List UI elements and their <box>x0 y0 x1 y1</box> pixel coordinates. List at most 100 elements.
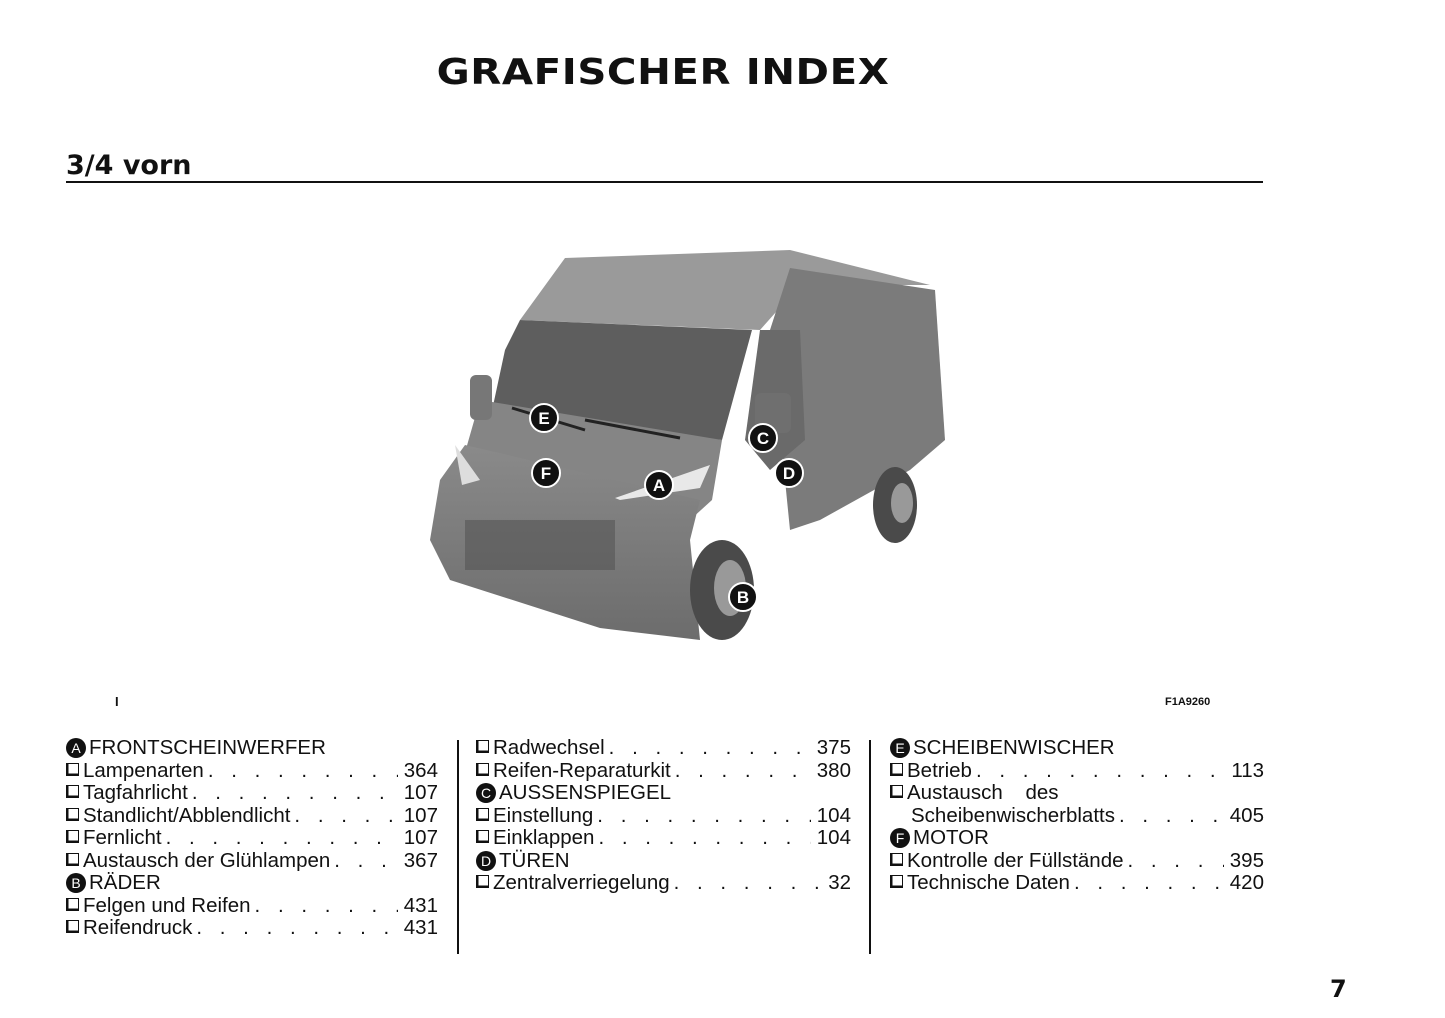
index-entry[interactable]: Fernlicht . . . . . . . . . . . . . . . … <box>66 826 438 850</box>
entry-text: Zentralverriegelung <box>493 871 670 894</box>
callout-E: E <box>529 403 559 433</box>
index-entry[interactable]: Austausch des <box>890 781 1264 805</box>
svg-text:D: D <box>783 464 795 483</box>
index-entry[interactable]: Einklappen . . . . . . . . . . . . . . .… <box>476 826 851 850</box>
index-entry[interactable]: Lampenarten . . . . . . . . . . . . . . … <box>66 758 438 783</box>
checkbox-bullet-icon <box>66 830 79 843</box>
column-divider <box>869 740 871 954</box>
svg-text:C: C <box>757 429 769 448</box>
group-title: RÄDER <box>89 871 161 894</box>
entry-label: Austausch der Glühlampen <box>66 849 330 873</box>
entry-label: Lampenarten <box>66 759 204 783</box>
checkbox-bullet-icon <box>890 852 903 866</box>
entry-label: Felgen und Reifen <box>66 894 251 918</box>
callout-C: C <box>748 423 778 453</box>
index-entry[interactable]: Technische Daten . . . . . . . . . . . .… <box>890 871 1264 895</box>
dot-leader: . . . . . . . . . . . . . . . . . . . . … <box>608 737 811 759</box>
index-entry[interactable]: Standlicht/Abblendlicht . . . . . . . . … <box>66 803 438 828</box>
entry-page: 395 <box>1229 848 1264 872</box>
index-entry[interactable]: Zentralverriegelung . . . . . . . . . . … <box>476 871 851 895</box>
index-entry[interactable]: Reifendruck . . . . . . . . . . . . . . … <box>66 916 438 940</box>
entry-page: 420 <box>1229 871 1264 894</box>
entry-page: 104 <box>816 826 851 849</box>
index-entry[interactable]: Reifen-Reparaturkit . . . . . . . . . . … <box>476 758 851 783</box>
index-entry[interactable]: Radwechsel . . . . . . . . . . . . . . .… <box>476 736 851 760</box>
checkbox-bullet-icon <box>66 762 79 776</box>
entry-label: Reifen-Reparaturkit <box>476 758 671 783</box>
entry-label: Fernlicht <box>66 826 162 850</box>
index-group: A FRONTSCHEINWERFER Lampenarten . . . . . … <box>66 736 438 873</box>
index-column-3: E SCHEIBENWISCHER Betrieb . . . . . . . . … <box>890 736 1264 895</box>
dot-leader: . . . . . . . . . . . . . . . . . . . . … <box>191 782 398 804</box>
letter-badge-icon: B <box>66 873 86 894</box>
index-entry[interactable]: Betrieb . . . . . . . . . . . . . . . . … <box>890 759 1264 783</box>
entry-text: Radwechsel <box>493 736 605 759</box>
dot-leader: . . . . . . . . . . . . . . . . . . . . … <box>597 804 810 827</box>
index-entry[interactable]: Einstellung . . . . . . . . . . . . . . … <box>476 803 851 828</box>
index-column-1: A FRONTSCHEINWERFER Lampenarten . . . . . … <box>66 736 438 940</box>
checkbox-bullet-icon <box>476 740 489 753</box>
svg-text:E: E <box>538 409 549 428</box>
dot-leader: . . . . . . . . . . . . . . . . . . . . … <box>207 759 398 782</box>
entry-text: Reifendruck <box>83 916 193 939</box>
entry-page: 104 <box>816 803 851 827</box>
group-title: TÜREN <box>499 848 570 872</box>
entry-label: Austausch des <box>890 781 1059 805</box>
column-divider <box>457 740 459 954</box>
index-group: Radwechsel . . . . . . . . . . . . . . .… <box>476 736 851 783</box>
dot-leader: . . . . . . . . . . . . . . . . . . . . … <box>1118 804 1224 827</box>
entry-text: Technische Daten <box>907 871 1070 894</box>
group-heading: D TÜREN <box>476 848 851 873</box>
entry-page: 431 <box>403 893 438 917</box>
entry-label: Standlicht/Abblendlicht <box>66 803 291 828</box>
entry-text: Tagfahrlicht <box>83 781 188 804</box>
index-entry[interactable]: Tagfahrlicht . . . . . . . . . . . . . .… <box>66 781 438 805</box>
group-heading: A FRONTSCHEINWERFER <box>66 736 438 760</box>
entry-text: Reifen-Reparaturkit <box>493 758 671 782</box>
entry-page: 405 <box>1229 803 1264 827</box>
letter-badge-icon: D <box>476 850 496 871</box>
index-entry[interactable]: Felgen und Reifen . . . . . . . . . . . … <box>66 893 438 918</box>
checkbox-bullet-icon <box>476 875 489 888</box>
entry-label-continued: Scheibenwischerblatts <box>911 803 1115 827</box>
index-group: C AUSSENSPIEGEL Einstellung . . . . . . . … <box>476 781 851 850</box>
entry-text: Standlicht/Abblendlicht <box>83 803 291 827</box>
dot-leader: . . . . . . . . . . . . . . . . . . . . … <box>673 872 823 894</box>
group-title: MOTOR <box>913 826 989 849</box>
dot-leader: . . . . . . . . . . . . . . . . . . . . … <box>975 759 1225 782</box>
callout-D: D <box>774 458 804 488</box>
van-illustration: E C D F A B <box>430 250 945 640</box>
group-title: SCHEIBENWISCHER <box>913 736 1115 759</box>
entry-page: 431 <box>403 916 438 939</box>
entry-text: Einklappen <box>493 826 595 849</box>
letter-badge-icon: E <box>890 738 910 759</box>
group-heading: B RÄDER <box>66 871 438 895</box>
index-entry-continued[interactable]: Scheibenwischerblatts . . . . . . . . . … <box>890 803 1264 828</box>
checkbox-bullet-icon <box>66 897 79 911</box>
svg-text:B: B <box>737 588 749 607</box>
entry-page: 364 <box>403 758 438 782</box>
entry-text: Kontrolle der Füllstände <box>907 848 1124 872</box>
entry-label: Tagfahrlicht <box>66 781 188 805</box>
section-rule <box>66 181 1263 183</box>
entry-label: Einklappen <box>476 826 595 850</box>
dot-leader: . . . . . . . . . . . . . . . . . . . . … <box>598 827 810 849</box>
index-group: E SCHEIBENWISCHER Betrieb . . . . . . . . … <box>890 736 1264 828</box>
checkbox-bullet-icon <box>66 785 79 798</box>
dot-leader: . . . . . . . . . . . . . . . . . . . . … <box>165 827 398 849</box>
entry-text: Austausch des <box>907 781 1059 804</box>
svg-text:F: F <box>541 464 551 483</box>
checkbox-bullet-icon <box>476 762 489 776</box>
callout-B: B <box>728 582 758 612</box>
index-entry[interactable]: Austausch der Glühlampen . . . . . . . .… <box>66 848 438 873</box>
letter-badge-icon: A <box>66 738 86 759</box>
index-entry[interactable]: Kontrolle der Füllstände . . . . . . . .… <box>890 848 1264 873</box>
group-title: FRONTSCHEINWERFER <box>89 736 326 759</box>
dot-leader: . . . . . . . . . . . . . . . . . . . . … <box>294 804 397 827</box>
group-title: AUSSENSPIEGEL <box>499 781 672 804</box>
dot-leader: . . . . . . . . . . . . . . . . . . . . … <box>1127 849 1224 872</box>
dot-leader: . . . . . . . . . . . . . . . . . . . . … <box>1073 872 1224 894</box>
entry-page: 367 <box>403 848 438 872</box>
